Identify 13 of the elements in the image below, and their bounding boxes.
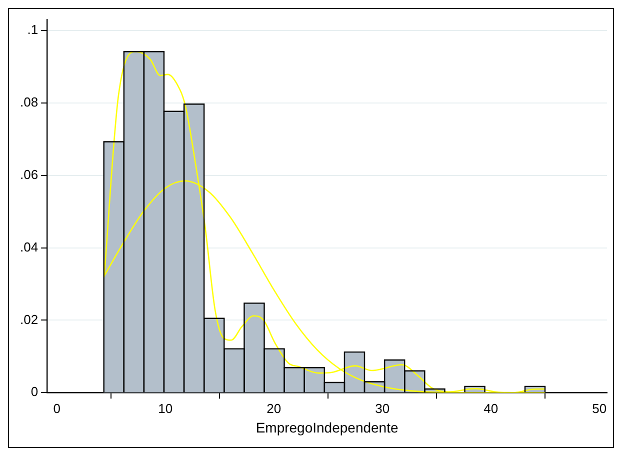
y-tick-label: .08 — [20, 94, 38, 110]
x-tick-label: 50 — [592, 400, 607, 416]
x-tick-label: 20 — [266, 400, 282, 416]
y-tick-label: .06 — [20, 167, 38, 182]
x-tick-label: 0 — [53, 400, 60, 416]
x-tick-label: 40 — [484, 400, 498, 416]
x-tick-label: 30 — [375, 400, 390, 416]
x-tick-label: 10 — [158, 400, 173, 416]
y-tick-label: .1 — [27, 22, 38, 38]
y-tick-label: .04 — [20, 239, 38, 254]
y-tick-label: .02 — [20, 312, 38, 327]
x-axis-title: EmpregoIndependente — [256, 419, 398, 436]
y-tick-label: 0 — [30, 384, 38, 400]
